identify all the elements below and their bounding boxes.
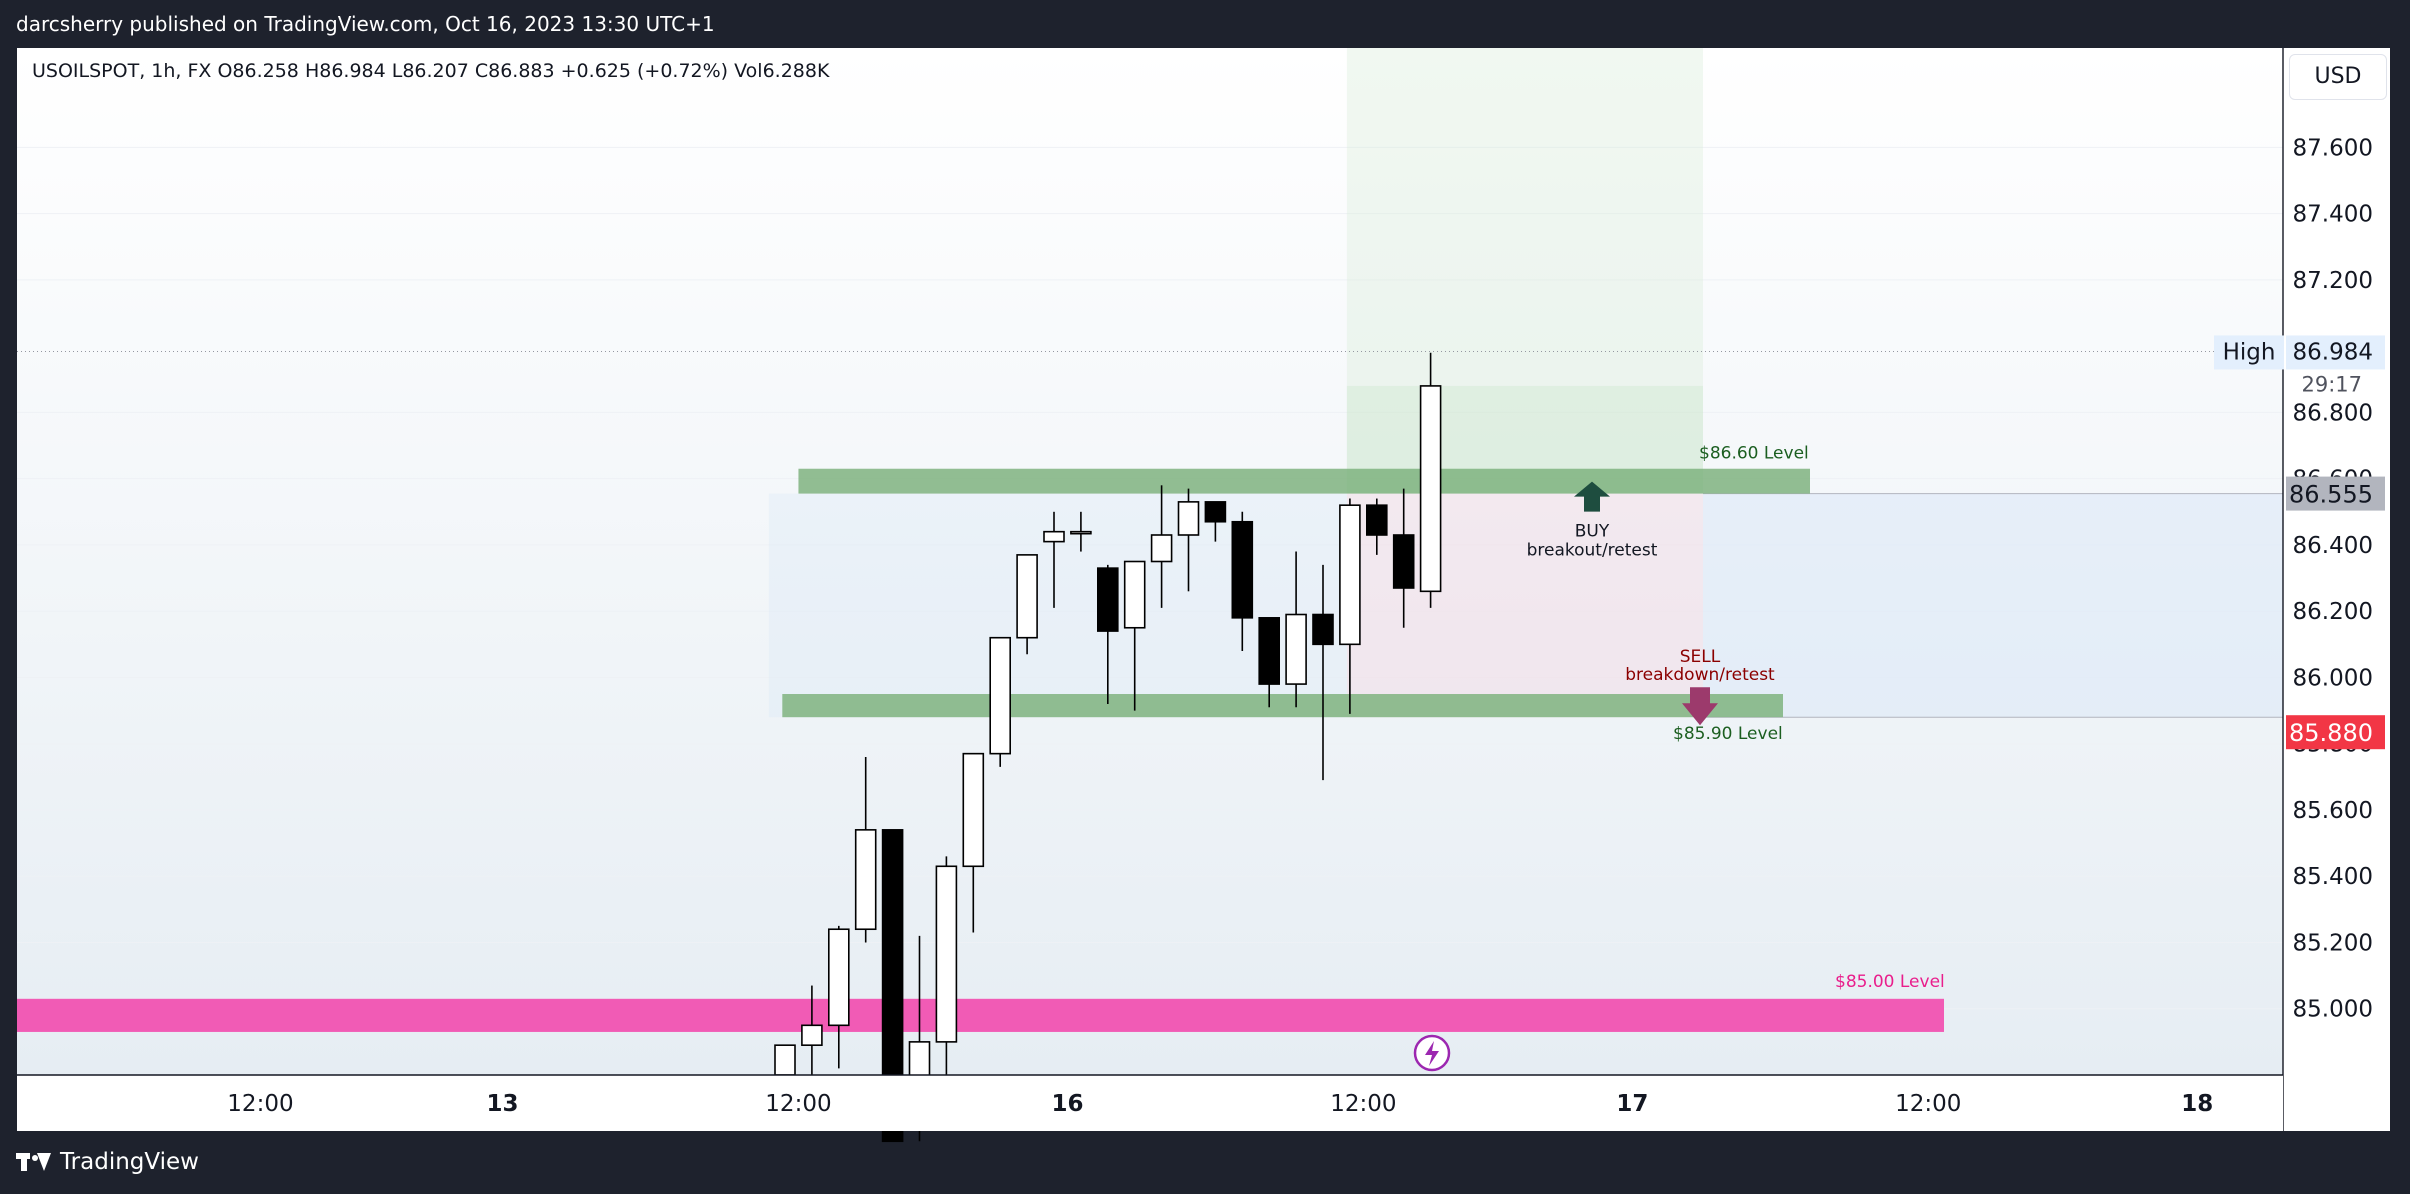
y-tick-label: 86.400 (2293, 533, 2373, 559)
candle-body (1150, 534, 1173, 563)
candle-body (1285, 613, 1307, 685)
y-tick-label: 87.600 (2293, 135, 2373, 161)
candle-body (1070, 530, 1092, 535)
y-tick-label: 87.200 (2293, 268, 2373, 294)
candle-body (1392, 534, 1415, 589)
candle-body (1016, 554, 1038, 639)
currency-button[interactable]: USD (2289, 54, 2387, 100)
countdown: 29:17 (2301, 372, 2362, 396)
candle-body (801, 1024, 823, 1046)
x-tick-label: 12:00 (765, 1091, 831, 1117)
current-price: 86.555 (2289, 481, 2373, 509)
candle-body (1097, 567, 1119, 632)
candle-body (1419, 385, 1442, 593)
candle-body (1339, 504, 1361, 646)
level-label: $86.60 Level (1699, 444, 1809, 464)
projection-box (1703, 493, 2283, 718)
candle-body (854, 829, 877, 931)
candle-body (1123, 560, 1146, 629)
y-tick-label: 86.200 (2293, 599, 2373, 625)
x-tick-label: 12:00 (227, 1091, 293, 1117)
candle-body (827, 928, 850, 1027)
sell-label: SELL (1680, 647, 1721, 667)
high-tag-bg (2214, 335, 2284, 370)
last-price-bg (2286, 715, 2385, 750)
buy-arrow-icon (1574, 481, 1610, 512)
x-tick-label: 16 (1051, 1091, 1083, 1117)
candle-body (1312, 613, 1334, 646)
high-value: 86.984 (2293, 339, 2373, 365)
footer-brand-text: TradingView (60, 1149, 199, 1175)
footer-brand[interactable]: TradingView (16, 1140, 199, 1184)
y-tick-label: 85.200 (2293, 930, 2373, 956)
level-band (17, 998, 1944, 1032)
position-stop-zone (1346, 493, 1703, 718)
current-price-bg (2286, 476, 2385, 511)
x-tick-label: 18 (2181, 1091, 2213, 1117)
candle-body (1043, 530, 1065, 543)
buy-label: BUY (1575, 522, 1610, 542)
x-tick-label: 12:00 (1895, 1091, 1961, 1117)
buy-sublabel: breakout/retest (1527, 541, 1658, 561)
candle-body (1258, 617, 1280, 685)
y-tick-label: 86.000 (2293, 665, 2373, 691)
level-band (798, 468, 1810, 494)
price-scale (2283, 48, 2390, 1075)
publisher-text: darcsherry published on TradingView.com,… (16, 12, 715, 36)
level-band (782, 694, 1783, 718)
high-value-bg (2286, 335, 2385, 370)
x-tick-label: 12:00 (1330, 1091, 1396, 1117)
tradingview-logo-icon (16, 1151, 52, 1173)
sell-arrow-icon (1682, 687, 1718, 726)
candle-body (935, 865, 958, 1043)
y-tick-label: 85.600 (2293, 798, 2373, 824)
candle-body (1204, 501, 1227, 523)
y-tick-label: 86.800 (2293, 400, 2373, 426)
x-tick-label: 13 (487, 1091, 519, 1117)
symbol-legend: USOILSPOT, 1h, FX O86.258 H86.984 L86.20… (32, 60, 830, 82)
candle-body (962, 752, 985, 868)
publisher-bar: darcsherry published on TradingView.com,… (0, 0, 2410, 48)
candle-body (1177, 501, 1200, 536)
candle-body (1366, 504, 1388, 536)
x-tick-label: 17 (1616, 1091, 1648, 1117)
last-price: 85.880 (2289, 719, 2373, 747)
sell-sublabel: breakdown/retest (1625, 665, 1775, 685)
position-target-zone (1346, 48, 1703, 494)
time-scale (17, 1075, 2283, 1131)
level-label: $85.90 Level (1673, 724, 1783, 744)
candle-body (774, 1044, 796, 1076)
candle-body (1231, 520, 1254, 619)
candle-body (989, 636, 1012, 755)
level-label: $85.00 Level (1835, 972, 1945, 992)
y-tick-label: 87.400 (2293, 202, 2373, 228)
y-tick-label: 85.400 (2293, 864, 2373, 890)
high-tag: High (2223, 339, 2276, 365)
lightning-icon (1425, 1041, 1439, 1066)
y-tick-label: 85.000 (2293, 997, 2373, 1023)
candle-body (881, 829, 904, 1143)
